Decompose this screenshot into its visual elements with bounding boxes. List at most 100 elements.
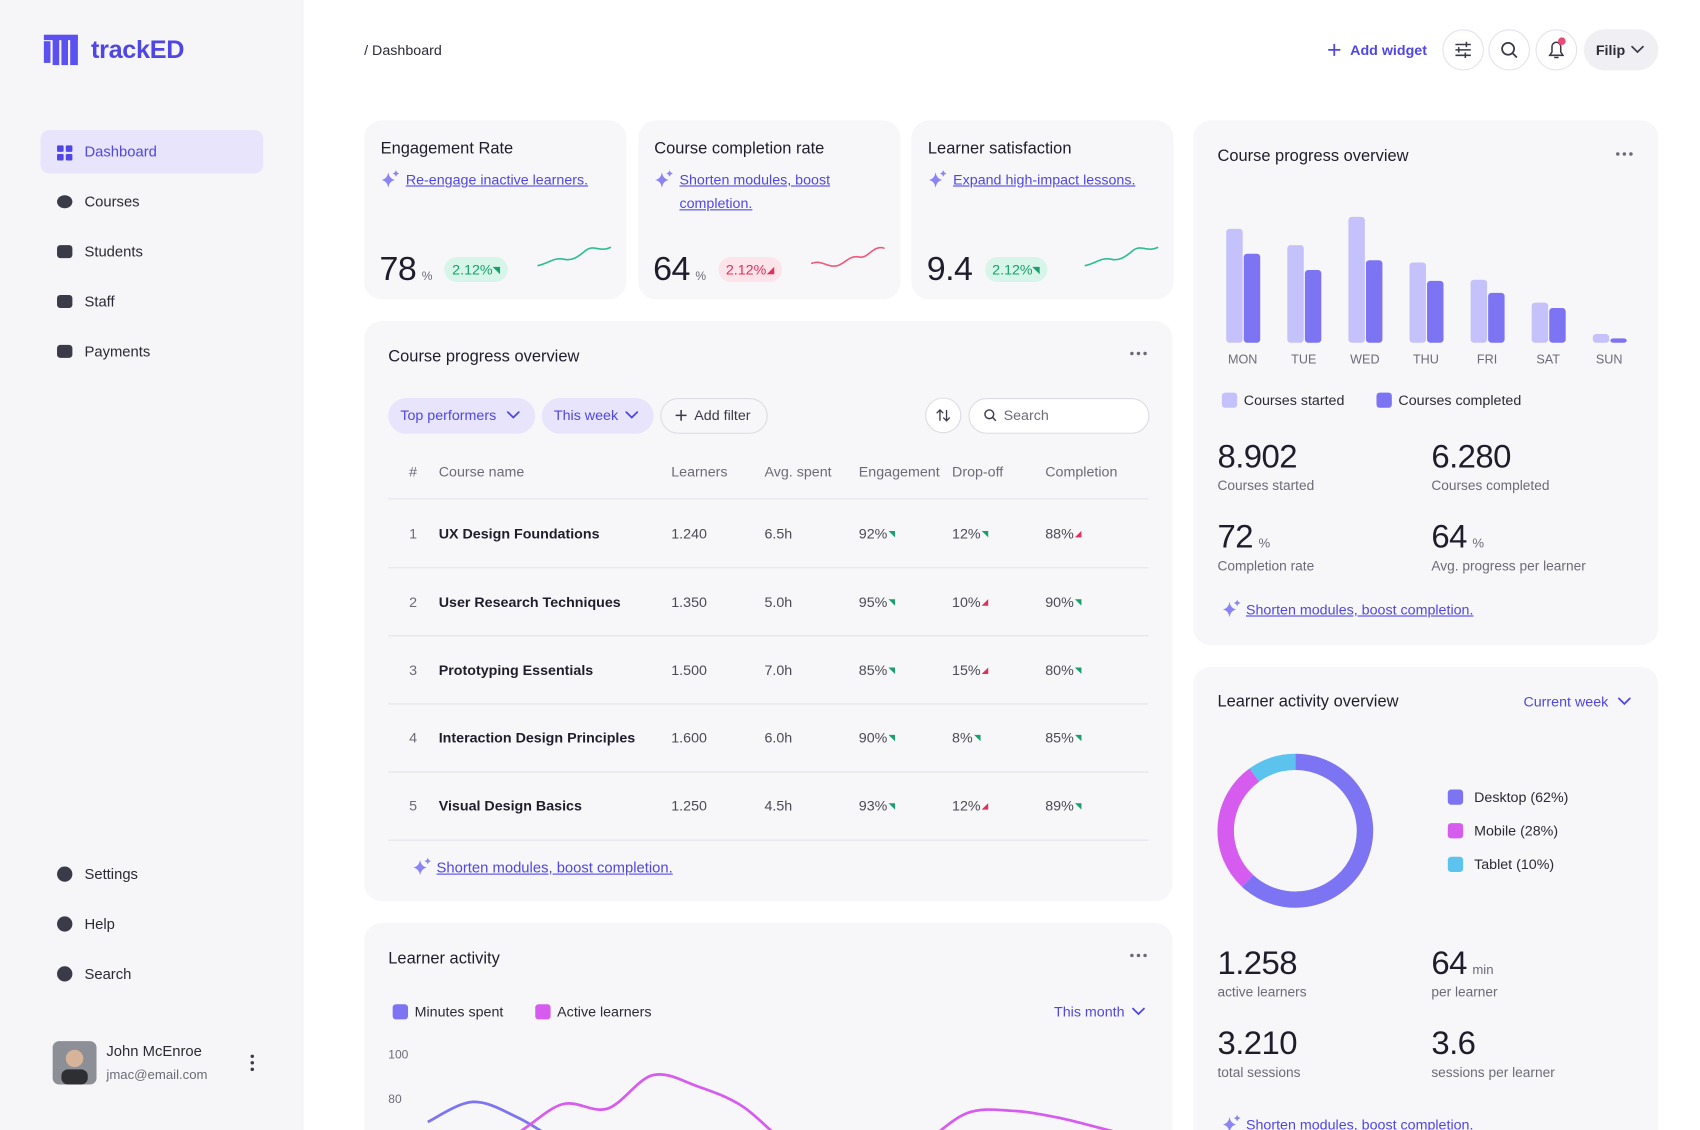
more-icon bbox=[1629, 152, 1633, 156]
table-cell: 7.0h bbox=[764, 661, 793, 678]
more-icon bbox=[1143, 953, 1147, 958]
table-cell: Prototyping Essentials bbox=[438, 661, 594, 678]
period-select[interactable]: This month bbox=[1054, 1003, 1125, 1020]
nav-item[interactable]: Courses bbox=[84, 193, 140, 210]
stat-value-row: 64 min bbox=[1431, 946, 1493, 983]
table-cell: 4 bbox=[409, 729, 418, 747]
nav-item[interactable]: Students bbox=[84, 243, 143, 260]
avatar-body bbox=[61, 1069, 88, 1085]
bar bbox=[1287, 245, 1304, 343]
period-select[interactable]: Current week bbox=[1523, 693, 1609, 710]
trend-arrow bbox=[981, 530, 989, 538]
legend-swatch bbox=[392, 1004, 409, 1020]
tip-link[interactable]: Shorten modules, boost completion. bbox=[1245, 1116, 1474, 1130]
kpi-tip[interactable]: Shorten modules, boost completion. bbox=[679, 171, 831, 212]
nav-item[interactable]: Staff bbox=[84, 293, 115, 310]
legend-label: Courses started bbox=[1243, 392, 1345, 409]
sparkle-icon bbox=[381, 170, 400, 188]
plus-icon bbox=[675, 409, 687, 421]
nav-item[interactable]: Help bbox=[84, 915, 115, 933]
trend-icon bbox=[981, 598, 989, 606]
add-widget-button[interactable]: Add widget bbox=[1350, 41, 1427, 59]
filter-icon bbox=[1455, 41, 1471, 59]
x-tick-label: WED bbox=[1350, 353, 1380, 367]
table-cell: 1.500 bbox=[671, 661, 707, 678]
table-cell: 93% bbox=[859, 798, 896, 814]
trend-icon bbox=[766, 266, 774, 274]
table-cell: 95% bbox=[859, 594, 896, 610]
legend-swatch bbox=[1221, 392, 1238, 408]
bar bbox=[1226, 228, 1243, 343]
trend-icon bbox=[1074, 667, 1082, 674]
x-tick-label: SAT bbox=[1536, 353, 1560, 367]
stat-label: Courses completed bbox=[1431, 478, 1550, 494]
kpi-tip[interactable]: Re-engage inactive learners. bbox=[405, 171, 589, 188]
nav-item[interactable]: Payments bbox=[84, 343, 151, 360]
stat-value: 6.280 bbox=[1431, 439, 1511, 476]
kpi-tip[interactable]: Expand high-impact lessons. bbox=[953, 171, 1136, 188]
sparkline bbox=[1084, 246, 1159, 267]
brand: trackED bbox=[91, 35, 185, 64]
icon-button bbox=[1488, 29, 1531, 71]
column-header: # bbox=[409, 463, 418, 480]
bar bbox=[1470, 279, 1488, 343]
table-cell: 3 bbox=[409, 661, 418, 678]
add-filter-button[interactable]: Add filter bbox=[694, 407, 751, 424]
table-cell: 89% bbox=[1045, 798, 1082, 814]
card-title: Course progress overview bbox=[388, 347, 580, 367]
x-tick-label: THU bbox=[1412, 353, 1439, 367]
stat-value: 3.6 bbox=[1431, 1025, 1476, 1062]
trend-arrow bbox=[888, 598, 896, 606]
sparkline-path bbox=[810, 246, 885, 267]
nav-item[interactable]: Search bbox=[84, 965, 132, 983]
filter-period[interactable]: This week bbox=[553, 407, 619, 424]
trend-arrow bbox=[492, 266, 501, 274]
trend-icon bbox=[492, 266, 501, 274]
x-tick-label: TUE bbox=[1291, 353, 1317, 367]
more-icon bbox=[1136, 953, 1141, 958]
table-cell: 90% bbox=[1045, 594, 1082, 610]
more-icon bbox=[250, 1054, 255, 1059]
nav-item[interactable]: Dashboard bbox=[84, 143, 157, 160]
logo-bar bbox=[70, 35, 78, 66]
logo-top bbox=[43, 34, 78, 41]
search-icon bbox=[992, 417, 997, 422]
table-cell: 92% bbox=[859, 525, 896, 542]
stat-label: Courses started bbox=[1217, 478, 1315, 494]
table-cell: 8% bbox=[952, 730, 981, 746]
legend-label: Tablet (10%) bbox=[1474, 856, 1555, 873]
trend-icon bbox=[1074, 598, 1082, 606]
table-cell: 1 bbox=[409, 525, 418, 542]
trend-arrow bbox=[973, 735, 981, 742]
tip-link[interactable]: Shorten modules, boost completion. bbox=[436, 859, 673, 876]
chevron-icon bbox=[1631, 45, 1644, 54]
nav-active-bg bbox=[40, 130, 264, 174]
bar bbox=[1592, 334, 1610, 343]
stat-value-row: 1.258 bbox=[1217, 946, 1297, 983]
table-cell: 10% bbox=[952, 594, 989, 610]
trend-arrow bbox=[888, 530, 896, 538]
x-tick-label: MON bbox=[1227, 353, 1258, 367]
trend-icon bbox=[973, 735, 981, 742]
trend-icon bbox=[888, 803, 896, 810]
tip-link[interactable]: Shorten modules, boost completion. bbox=[1245, 601, 1474, 618]
trend-arrow bbox=[981, 598, 989, 606]
stat-value-row: 3.210 bbox=[1217, 1026, 1297, 1063]
filter-top-performers[interactable]: Top performers bbox=[400, 407, 497, 424]
kpi-change: 2.12% bbox=[718, 256, 782, 282]
kpi-value-row: 64% 2.12% bbox=[653, 249, 782, 288]
nav-item[interactable]: Settings bbox=[84, 865, 138, 883]
add-filter-pill bbox=[660, 398, 768, 434]
kpi-change: 2.12% bbox=[984, 256, 1048, 282]
table-cell: UX Design Foundations bbox=[438, 525, 600, 542]
more-icon bbox=[250, 1067, 255, 1072]
search-icon bbox=[1501, 41, 1516, 56]
search-input[interactable]: Search bbox=[1003, 407, 1049, 424]
bar bbox=[1488, 292, 1505, 343]
account-menu[interactable]: Filip bbox=[1595, 41, 1626, 59]
chevron-icon bbox=[1617, 697, 1631, 706]
chevron-icon bbox=[1132, 1007, 1145, 1016]
